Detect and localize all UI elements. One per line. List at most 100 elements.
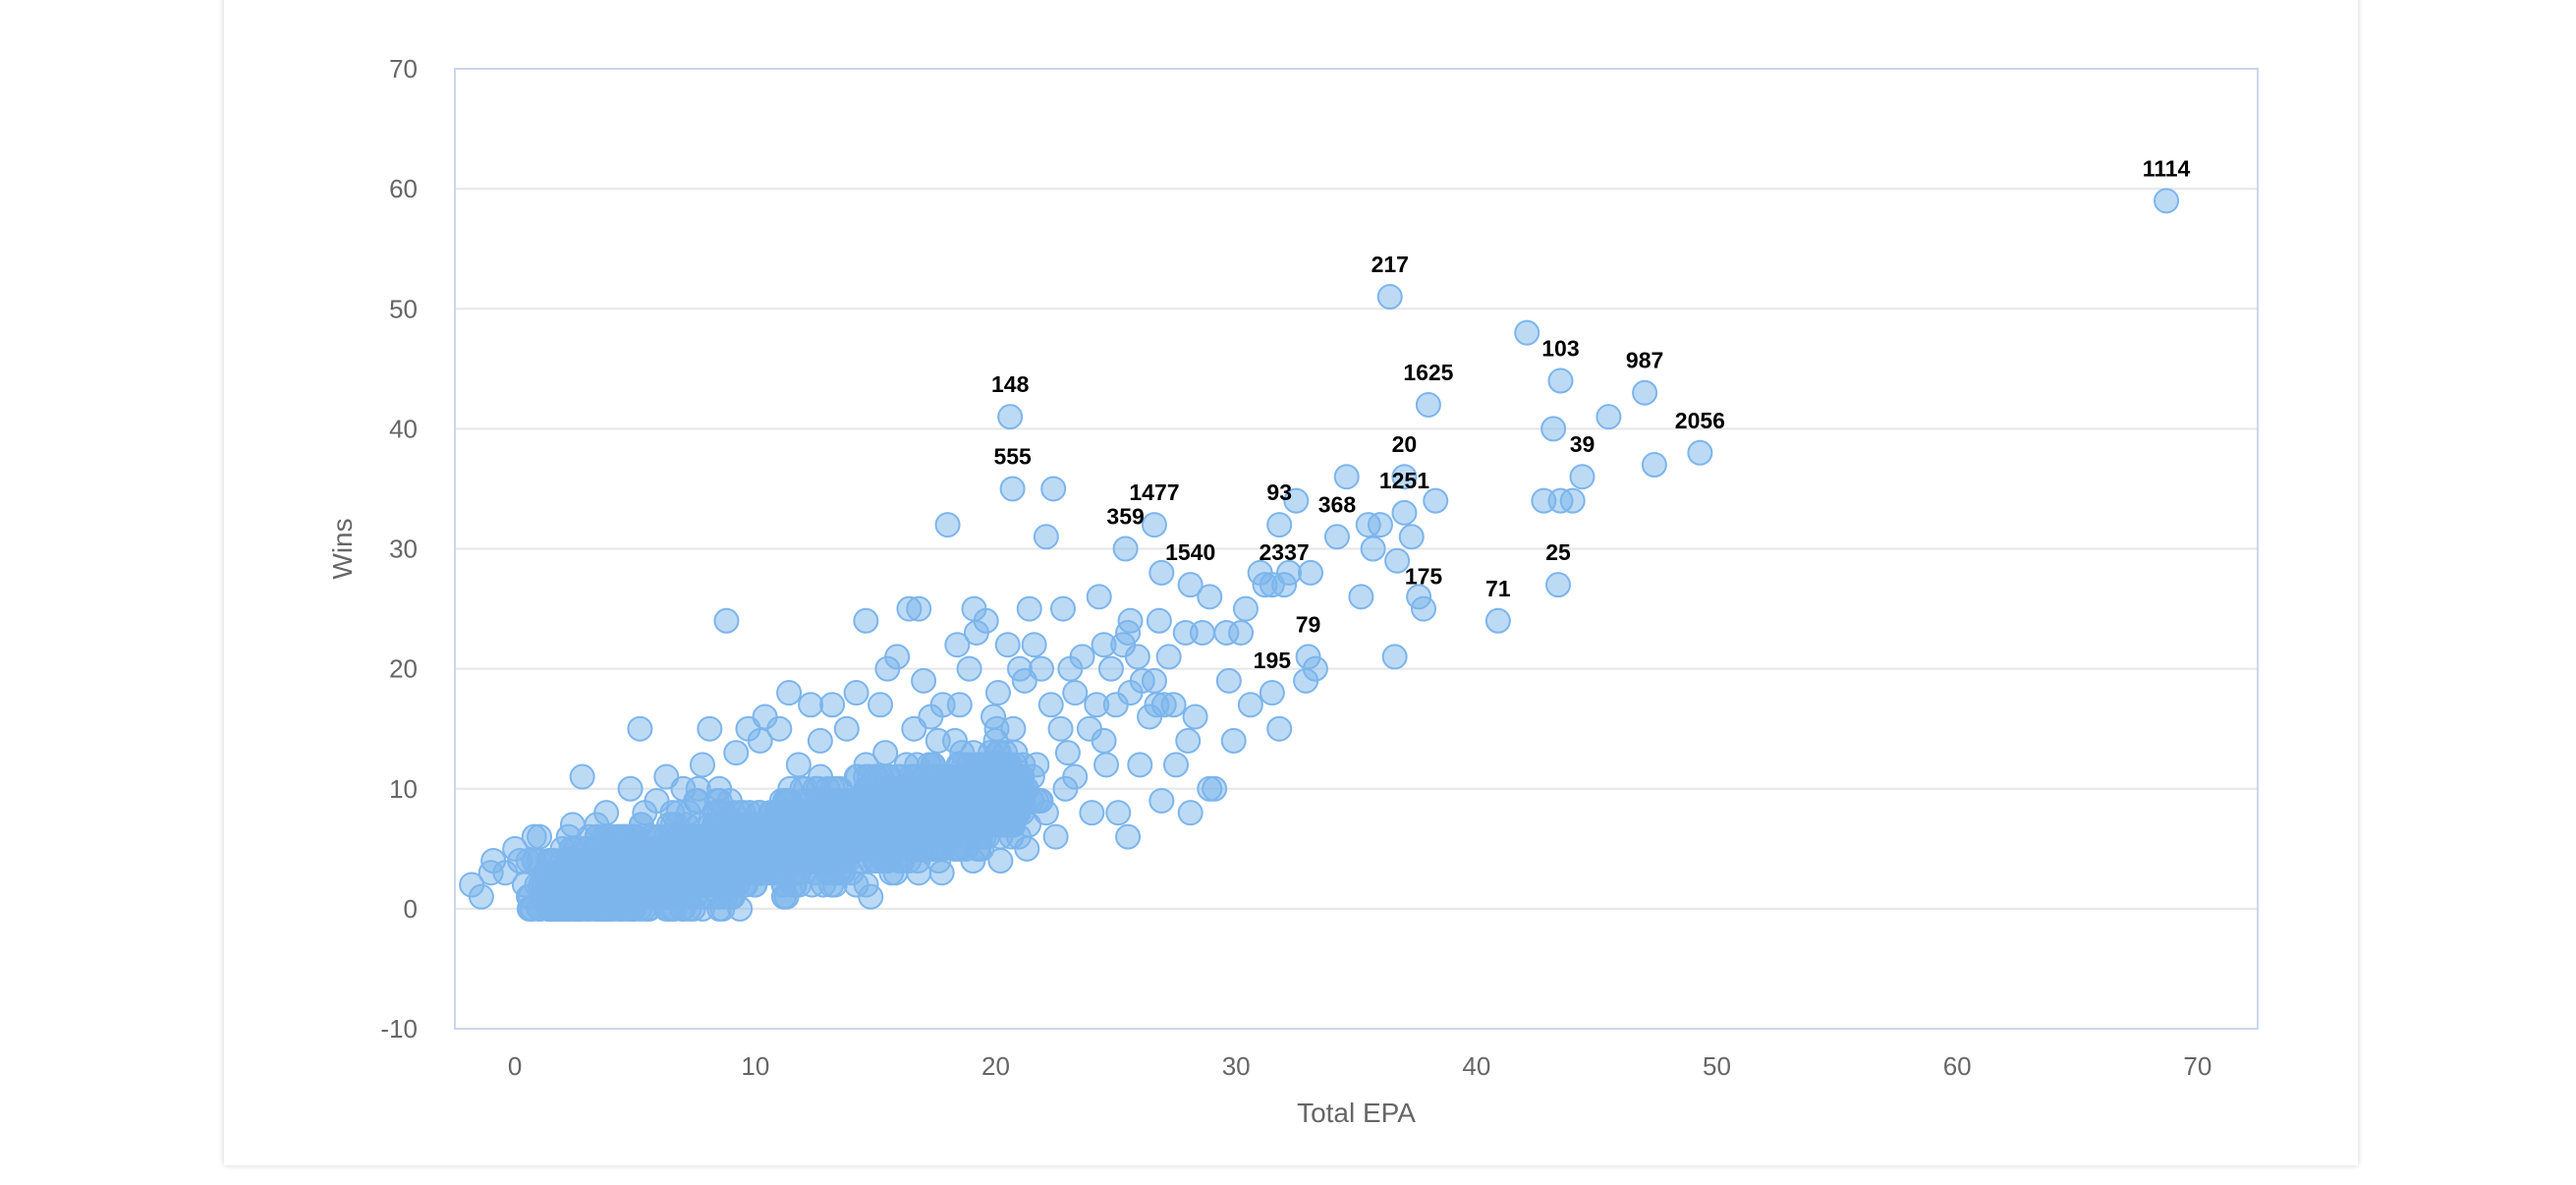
data-point[interactable]	[1040, 476, 1067, 502]
data-point[interactable]	[823, 775, 850, 802]
data-point[interactable]	[1093, 752, 1120, 778]
data-point[interactable]	[992, 763, 1019, 790]
data-point[interactable]	[884, 763, 911, 790]
data-point[interactable]	[1033, 800, 1059, 826]
data-point[interactable]	[1177, 800, 1204, 826]
data-point[interactable]	[747, 727, 773, 754]
labeled-data-point[interactable]	[1569, 464, 1596, 490]
data-point[interactable]	[665, 800, 692, 826]
labeled-data-point[interactable]	[1391, 464, 1418, 490]
data-point[interactable]	[884, 644, 911, 670]
data-point[interactable]	[752, 848, 778, 875]
labeled-data-point[interactable]	[1415, 391, 1441, 418]
data-point[interactable]	[639, 835, 665, 862]
data-point[interactable]	[1175, 727, 1202, 754]
data-point[interactable]	[853, 607, 879, 634]
data-point[interactable]	[1079, 800, 1105, 826]
data-point[interactable]	[1348, 584, 1374, 610]
data-point[interactable]	[1050, 595, 1077, 622]
data-point[interactable]	[956, 655, 982, 682]
data-point[interactable]	[706, 775, 733, 802]
data-point[interactable]	[1014, 835, 1040, 862]
labeled-data-point[interactable]	[1545, 572, 1572, 598]
data-point[interactable]	[944, 632, 971, 658]
data-point[interactable]	[872, 812, 899, 838]
data-point[interactable]	[569, 763, 595, 790]
data-point[interactable]	[1091, 727, 1117, 754]
data-point[interactable]	[978, 787, 1004, 814]
labeled-data-point[interactable]	[1259, 680, 1285, 706]
data-point[interactable]	[1381, 644, 1408, 670]
data-point[interactable]	[938, 787, 965, 814]
data-point[interactable]	[1150, 692, 1177, 718]
data-point[interactable]	[723, 740, 750, 766]
data-point[interactable]	[1146, 607, 1172, 634]
data-point[interactable]	[1117, 607, 1144, 634]
data-point[interactable]	[833, 715, 860, 742]
data-point[interactable]	[773, 883, 800, 910]
data-point[interactable]	[1115, 823, 1142, 850]
data-point[interactable]	[709, 823, 736, 850]
data-point[interactable]	[966, 835, 992, 862]
labeled-data-point[interactable]	[1295, 644, 1321, 670]
labeled-data-point[interactable]	[1547, 367, 1574, 394]
data-point[interactable]	[1384, 547, 1411, 574]
data-point[interactable]	[968, 752, 994, 778]
labeled-data-point[interactable]	[1411, 595, 1437, 622]
data-point[interactable]	[1641, 452, 1667, 479]
data-point[interactable]	[1182, 704, 1208, 730]
labeled-data-point[interactable]	[1376, 284, 1403, 310]
data-point[interactable]	[1028, 655, 1054, 682]
data-point[interactable]	[661, 872, 688, 898]
data-point[interactable]	[1097, 655, 1124, 682]
data-point[interactable]	[1148, 559, 1175, 586]
data-point[interactable]	[934, 512, 961, 538]
data-point[interactable]	[850, 835, 876, 862]
data-point[interactable]	[1283, 487, 1310, 514]
data-point[interactable]	[1163, 752, 1189, 778]
data-point[interactable]	[929, 692, 956, 718]
labeled-data-point[interactable]	[1177, 572, 1204, 598]
data-point[interactable]	[617, 775, 644, 802]
data-point[interactable]	[1155, 644, 1182, 670]
data-point[interactable]	[872, 740, 899, 766]
data-point[interactable]	[902, 800, 928, 826]
data-point[interactable]	[973, 607, 999, 634]
data-point[interactable]	[616, 872, 643, 898]
data-point[interactable]	[1141, 667, 1167, 694]
labeled-data-point[interactable]	[2154, 188, 2180, 214]
data-point[interactable]	[1016, 595, 1042, 622]
data-point[interactable]	[743, 812, 769, 838]
data-point[interactable]	[1423, 487, 1449, 514]
data-point[interactable]	[949, 740, 976, 766]
data-point[interactable]	[798, 692, 824, 718]
data-point[interactable]	[1197, 584, 1223, 610]
data-point[interactable]	[690, 752, 716, 778]
data-point[interactable]	[780, 835, 807, 862]
data-point[interactable]	[785, 752, 812, 778]
data-point[interactable]	[1228, 619, 1255, 646]
data-point[interactable]	[706, 895, 733, 922]
data-point[interactable]	[607, 835, 634, 862]
data-point[interactable]	[859, 787, 885, 814]
data-point[interactable]	[1052, 775, 1079, 802]
data-point[interactable]	[1069, 644, 1095, 670]
data-point[interactable]	[843, 680, 869, 706]
data-point[interactable]	[1189, 619, 1215, 646]
data-point[interactable]	[1033, 524, 1059, 550]
data-point[interactable]	[766, 715, 793, 742]
data-point[interactable]	[787, 812, 813, 838]
data-point[interactable]	[1559, 487, 1586, 514]
data-point[interactable]	[1215, 667, 1242, 694]
data-point[interactable]	[1062, 680, 1089, 706]
data-point[interactable]	[911, 667, 937, 694]
data-point[interactable]	[627, 715, 653, 742]
data-point[interactable]	[852, 812, 878, 838]
data-point[interactable]	[644, 787, 670, 814]
data-point[interactable]	[1021, 632, 1047, 658]
data-point[interactable]	[994, 632, 1021, 658]
data-point[interactable]	[1117, 680, 1144, 706]
data-point[interactable]	[816, 848, 843, 875]
labeled-data-point[interactable]	[1271, 572, 1298, 598]
data-point[interactable]	[1514, 319, 1540, 346]
